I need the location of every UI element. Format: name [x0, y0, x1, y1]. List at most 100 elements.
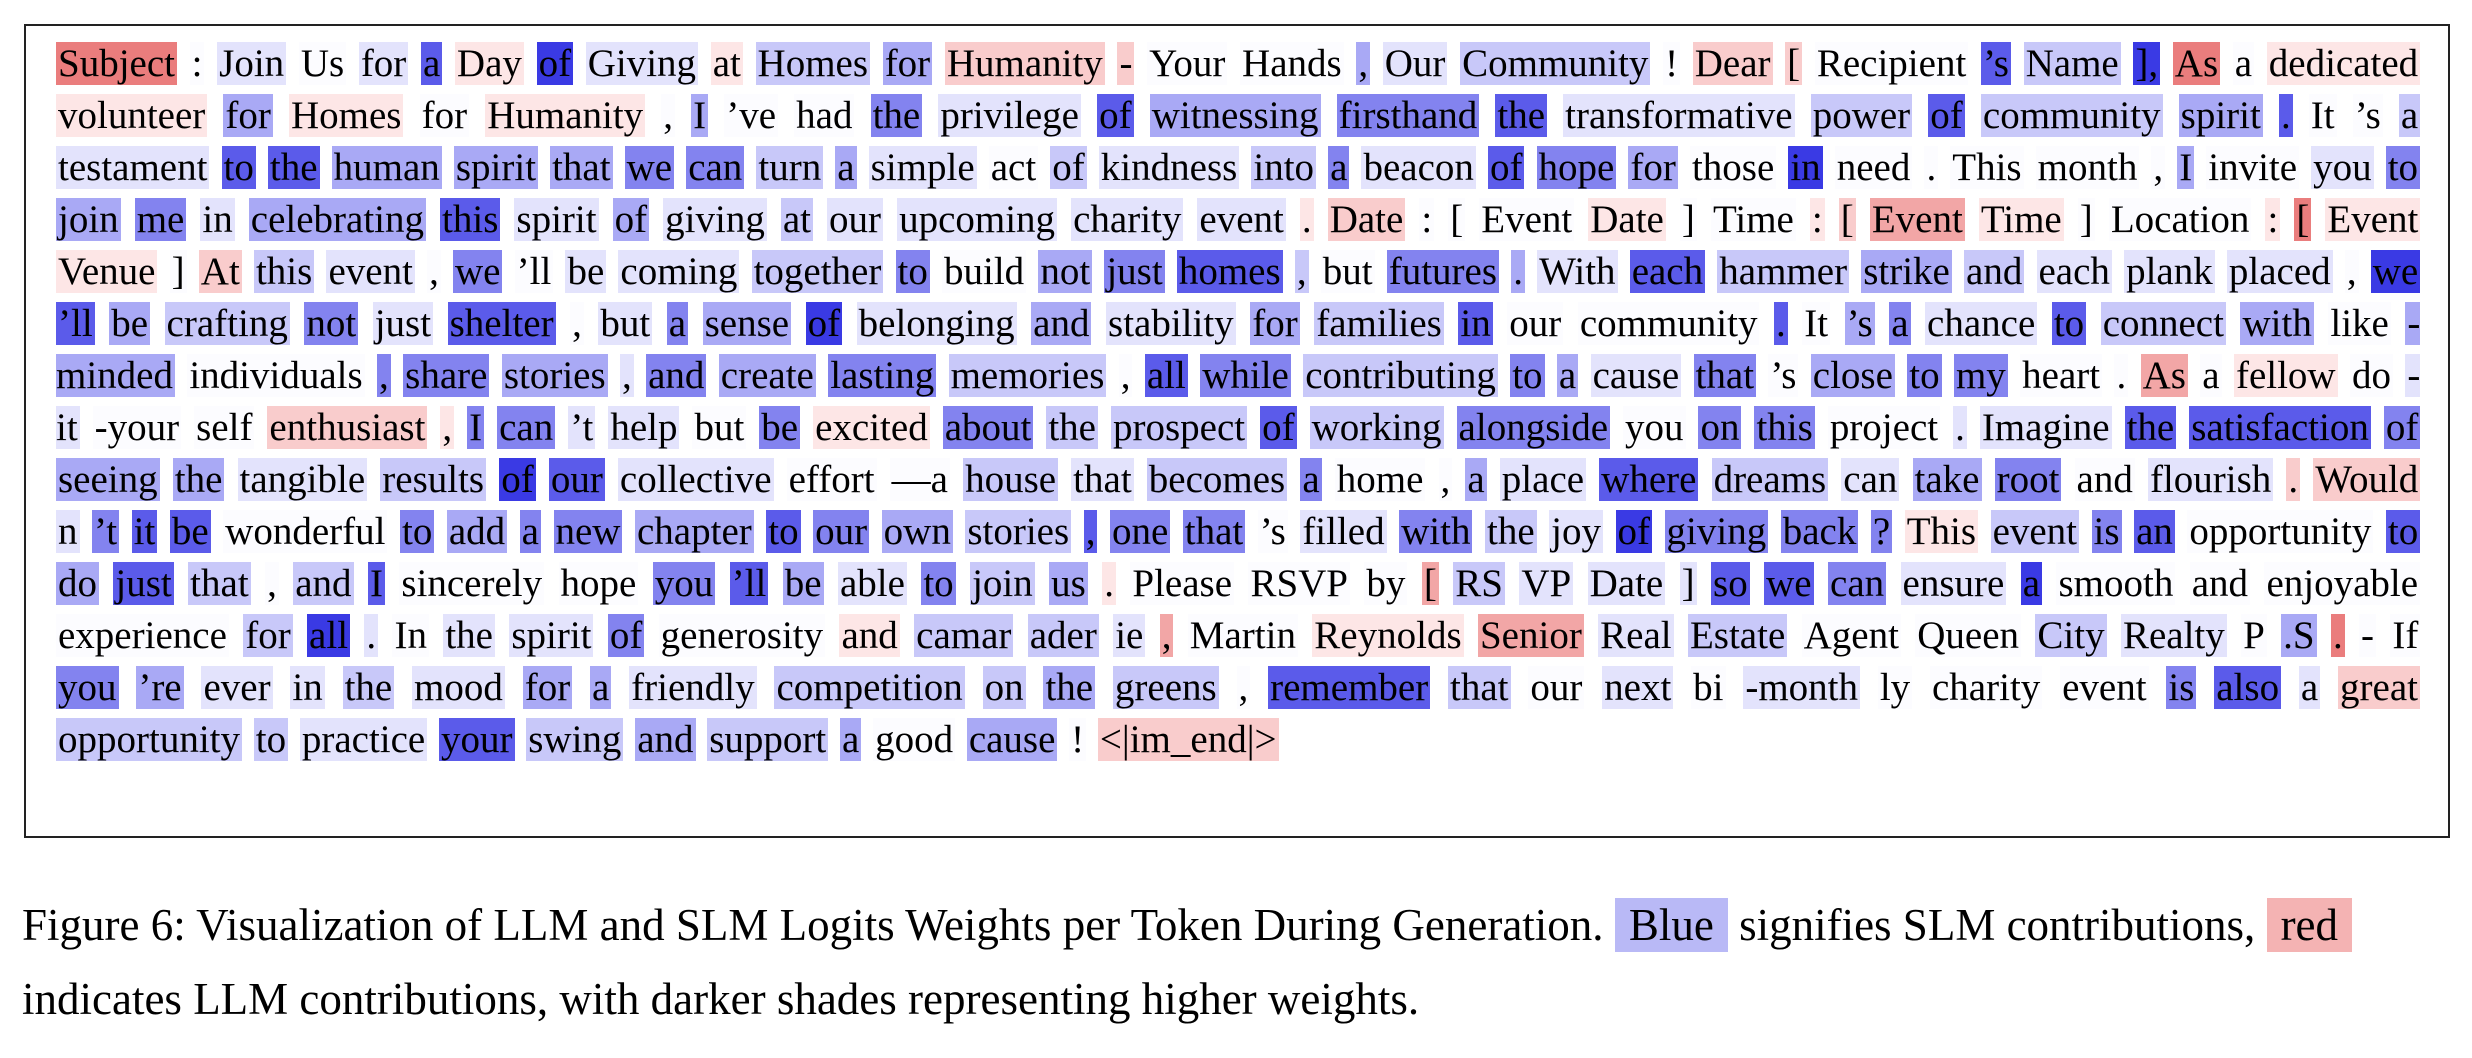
token: Estate [1687, 614, 1788, 657]
token: take [1912, 458, 1982, 501]
token: [ [1421, 562, 1439, 605]
token: can [1828, 562, 1887, 605]
token: . [2278, 94, 2293, 137]
token: create [718, 354, 816, 397]
token: we [624, 146, 675, 189]
token: ’s [1768, 354, 1799, 397]
token: working [1309, 406, 1444, 449]
token: one [1109, 510, 1171, 553]
token: ader [1027, 614, 1099, 657]
token: camar [914, 614, 1014, 657]
token: , [427, 250, 441, 293]
token: of [1097, 94, 1134, 137]
token: of [2383, 406, 2421, 449]
token: . [1299, 198, 1314, 241]
token: an [2134, 510, 2175, 553]
token: Time [1978, 198, 2064, 241]
token: be [169, 510, 211, 553]
token: ’s [1844, 302, 1875, 345]
token: a [420, 42, 443, 85]
token: ! [1069, 718, 1087, 761]
token: we [1764, 562, 1814, 605]
token: giving [1664, 510, 1769, 553]
token: with [2240, 302, 2314, 345]
token: next [1602, 666, 1674, 709]
token: collective [617, 458, 774, 501]
token: ], [2133, 42, 2161, 85]
token: event [1197, 198, 1286, 241]
token: ’ll [514, 250, 554, 293]
token: a [590, 666, 612, 709]
token: to [2051, 302, 2087, 345]
token: Hands [1240, 42, 1344, 85]
token: Location [2108, 198, 2252, 241]
token: dedicated [2266, 42, 2421, 85]
token: If [2390, 614, 2421, 657]
token: a [2232, 42, 2255, 85]
token: swing [526, 718, 624, 761]
token: in [200, 198, 235, 241]
token: and [646, 354, 707, 397]
token: do [56, 562, 99, 605]
token: our [1507, 302, 1564, 345]
token: that [1693, 354, 1757, 397]
token: mood [412, 666, 505, 709]
token: , [620, 354, 634, 397]
token: be [109, 302, 151, 345]
token: Us [298, 42, 347, 85]
token: that [1182, 510, 1246, 553]
token: invite [2206, 146, 2300, 189]
token: of [805, 302, 843, 345]
token: , [265, 562, 279, 605]
token: of [1928, 94, 1965, 137]
token: a [2398, 94, 2421, 137]
token: P [2241, 614, 2267, 657]
token: human [331, 146, 442, 189]
token: and [1964, 250, 2025, 293]
token: homes [1176, 250, 1283, 293]
token: In [392, 614, 429, 657]
token: community [1980, 94, 2163, 137]
token: wonderful [223, 510, 388, 553]
token: do [2349, 354, 2393, 397]
token: giving [663, 198, 767, 241]
token: this [440, 198, 501, 241]
token: the [443, 614, 495, 657]
token: [ [1838, 198, 1856, 241]
token: effort [786, 458, 877, 501]
token: me [134, 198, 187, 241]
token: RSVP [1248, 562, 1350, 605]
token: the [2124, 406, 2177, 449]
token: sense [702, 302, 792, 345]
token: a [519, 510, 541, 553]
token: . [1102, 562, 1116, 605]
token: shelter [447, 302, 556, 345]
token: experience [56, 614, 229, 657]
token: . [2286, 458, 2301, 501]
token: [ [2294, 198, 2312, 241]
token: our [1528, 666, 1585, 709]
token: those [1689, 146, 1777, 189]
token: connect [2100, 302, 2226, 345]
token: the [1046, 406, 1098, 449]
token: a [2020, 562, 2043, 605]
token: chapter [635, 510, 754, 553]
token: the [172, 458, 225, 501]
token: that [1071, 458, 1134, 501]
token: simple [868, 146, 977, 189]
token: , [2344, 250, 2359, 293]
token: . [1924, 146, 1939, 189]
token: a [835, 146, 857, 189]
token: just [372, 302, 434, 345]
token: , [1236, 666, 1251, 709]
token: Name [2023, 42, 2121, 85]
token: Homes [755, 42, 871, 85]
token: able [837, 562, 907, 605]
token: we [452, 250, 503, 293]
token: also [2214, 666, 2282, 709]
token: stories [501, 354, 608, 397]
token: all [1144, 354, 1188, 397]
token: Community [1460, 42, 1651, 85]
token: ’re [136, 666, 184, 709]
token: ’s [1980, 42, 2011, 85]
